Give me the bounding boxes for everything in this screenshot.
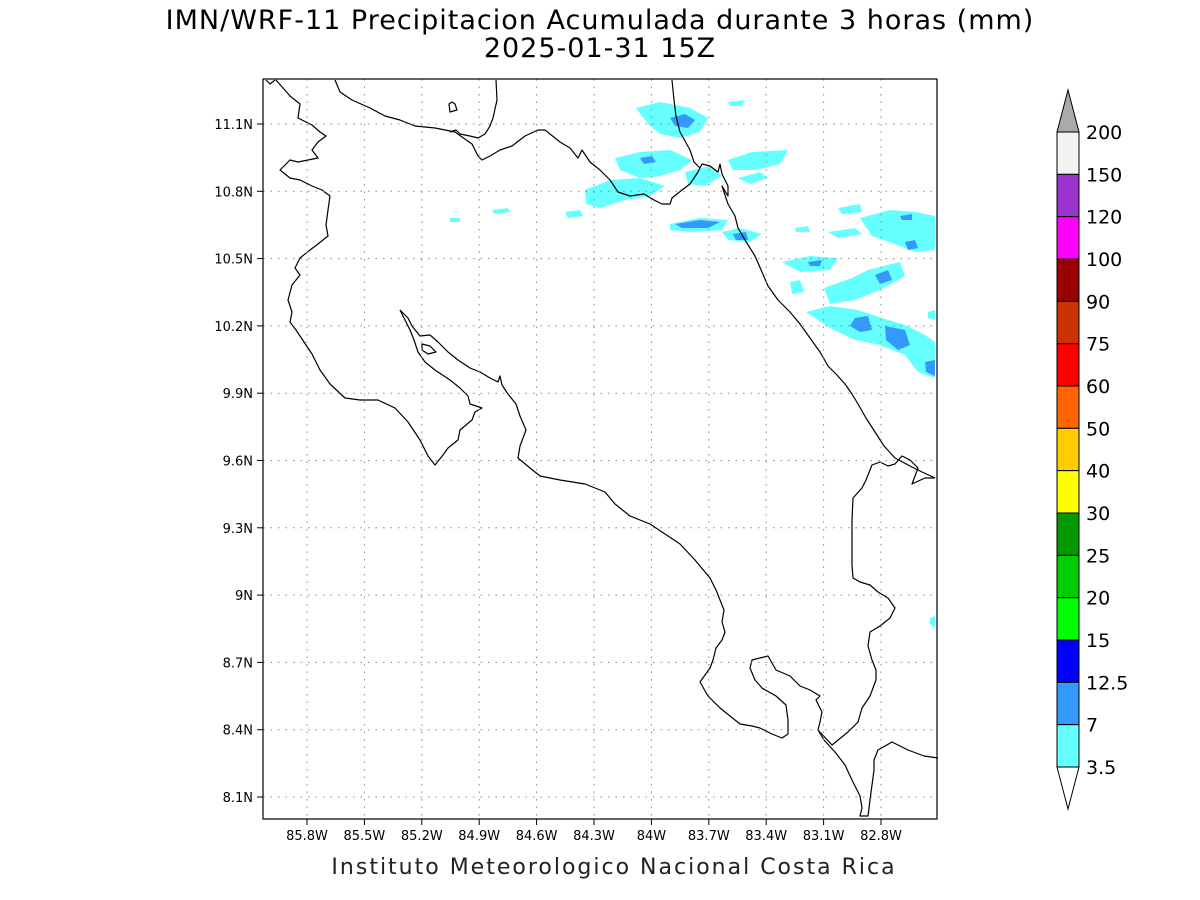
legend-swatch — [1056, 216, 1080, 260]
lon-tick-label: 85.5W — [343, 829, 385, 844]
legend-swatch — [1056, 173, 1080, 218]
lat-tick-label: 10.2N — [214, 320, 253, 335]
latitude-labels: 11.1N 10.8N 10.5N 10.2N 9.9N 9.6N 9.3N 9N 8.7N 8.… — [214, 118, 263, 806]
legend-label: 75 — [1086, 334, 1110, 356]
lon-tick-label: 84.6W — [516, 829, 558, 844]
longitude-labels: 85.8W 85.5W 85.2W 84.9W 84.6W 84.3W 84W 83.7W 83… — [286, 819, 902, 844]
footer-credit: Instituto Meteorologico Nacional Costa R… — [331, 855, 897, 880]
legend-swatch — [1056, 427, 1080, 472]
map-frame — [262, 78, 938, 820]
legend-swatch — [1056, 385, 1080, 429]
lat-tick-label: 8.7N — [223, 656, 253, 671]
lat-tick-label: 9.3N — [223, 522, 253, 537]
lat-tick-label: 9.9N — [223, 387, 253, 402]
lon-tick-label: 84.3W — [573, 829, 615, 844]
lat-tick-label: 10.8N — [214, 185, 253, 200]
legend-label: 20 — [1086, 588, 1110, 610]
legend-label: 7 — [1086, 715, 1098, 737]
lon-tick-label: 83.7W — [688, 829, 730, 844]
lat-tick-label: 10.5N — [214, 253, 253, 268]
lat-tick-label: 9.6N — [223, 455, 253, 470]
map-area: 85.8W 85.5W 85.2W 84.9W 84.6W 84.3W 84W 83.7W 83… — [214, 78, 939, 844]
legend-label: 200 — [1086, 122, 1122, 144]
legend-label: 90 — [1086, 291, 1110, 313]
lat-tick-label: 11.1N — [214, 118, 253, 133]
legend-swatch — [1056, 258, 1080, 302]
lon-tick-label: 85.2W — [401, 829, 443, 844]
legend-label: 3.5 — [1086, 757, 1116, 779]
legend-swatch — [1056, 597, 1080, 641]
legend-label: 25 — [1086, 545, 1110, 567]
legend-label: 50 — [1086, 418, 1110, 440]
legend-label: 12.5 — [1086, 672, 1128, 694]
lat-tick-label: 8.4N — [223, 724, 253, 739]
legend-label: 60 — [1086, 376, 1110, 398]
lon-tick-label: 83.1W — [803, 829, 845, 844]
map-datetime: 2025-01-31 15Z — [483, 33, 717, 64]
lat-tick-label: 9N — [235, 589, 253, 604]
legend-swatch — [1056, 343, 1080, 387]
legend-label: 120 — [1086, 207, 1122, 229]
lat-tick-label: 8.1N — [223, 791, 253, 806]
legend-label: 40 — [1086, 461, 1110, 483]
legend-swatch — [1056, 131, 1080, 175]
legend-label: 30 — [1086, 503, 1110, 525]
legend-swatch — [1056, 554, 1080, 599]
legend-swatch — [1056, 512, 1080, 556]
legend-swatch — [1056, 681, 1080, 726]
legend-swatch — [1056, 300, 1080, 345]
lon-tick-label: 83.4W — [745, 829, 787, 844]
lon-tick-label: 85.8W — [286, 829, 328, 844]
legend-over-triangle — [1056, 88, 1080, 133]
lon-tick-label: 84.9W — [458, 829, 500, 844]
colorbar-legend: 200 150 120 100 90 75 60 50 40 30 25 20 15 12.5 7 3.5 — [1056, 88, 1128, 811]
lon-tick-label: 82.8W — [860, 829, 902, 844]
legend-label: 15 — [1086, 630, 1110, 652]
legend-label: 100 — [1086, 249, 1122, 271]
precip-cells-medium — [640, 114, 935, 376]
legend-swatch — [1056, 470, 1080, 514]
legend-under-triangle — [1056, 766, 1080, 811]
legend-swatch — [1056, 724, 1080, 768]
legend-swatch — [1056, 639, 1080, 683]
legend-label: 150 — [1086, 164, 1122, 186]
lon-tick-label: 84W — [637, 829, 667, 844]
map-title: IMN/WRF-11 Precipitacion Acumulada duran… — [165, 5, 1035, 36]
